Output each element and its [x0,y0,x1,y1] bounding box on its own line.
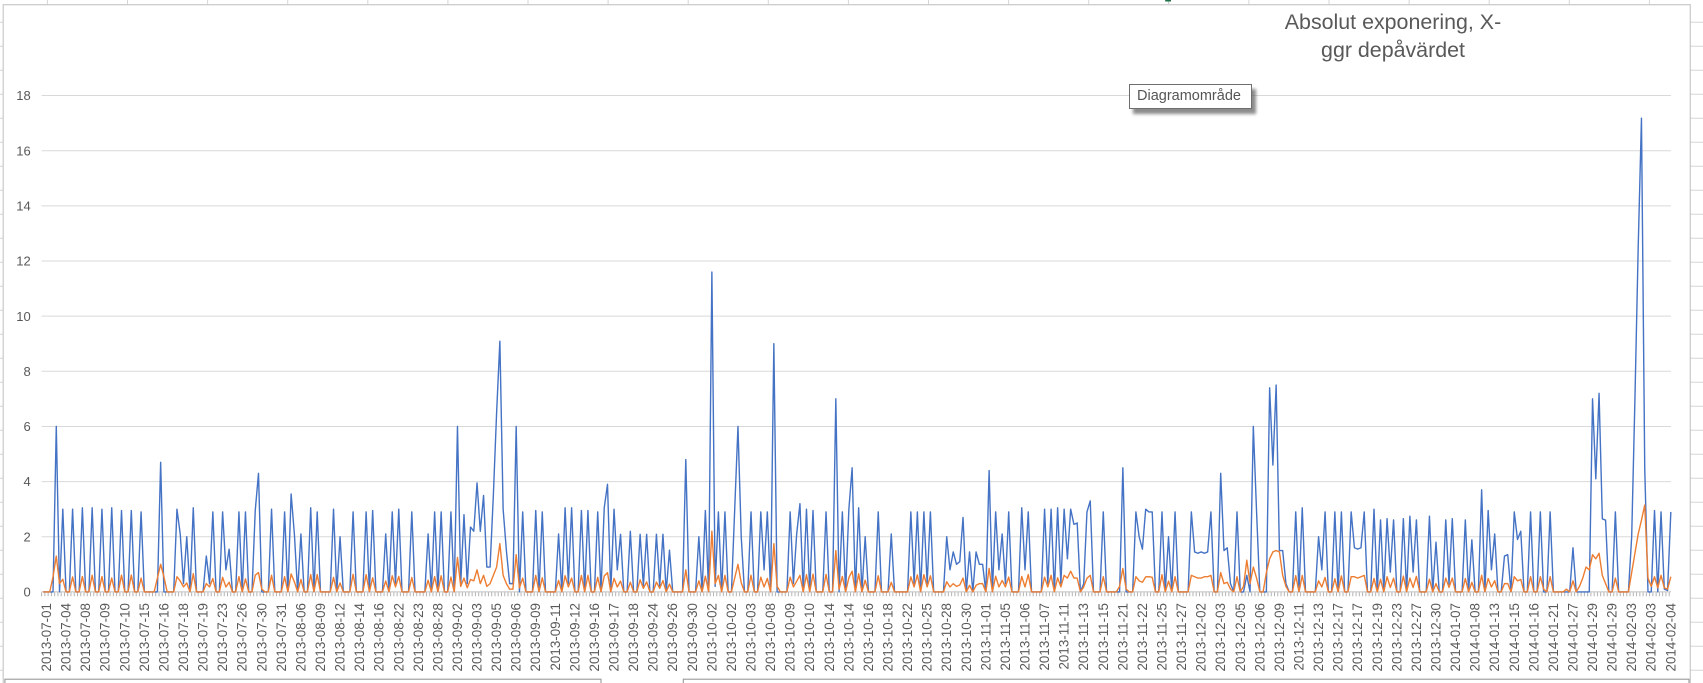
svg-text:2013-12-06: 2013-12-06 [1252,603,1267,672]
svg-text:2013-09-06: 2013-09-06 [509,603,524,672]
svg-text:2013-12-27: 2013-12-27 [1409,603,1424,672]
svg-text:2013-10-02: 2013-10-02 [704,603,719,672]
svg-text:0: 0 [23,585,30,600]
svg-text:2014-02-03: 2014-02-03 [1644,603,1659,672]
svg-text:2014-01-13: 2014-01-13 [1487,603,1502,672]
svg-text:16: 16 [16,143,30,158]
svg-text:2014-01-08: 2014-01-08 [1468,603,1483,672]
svg-text:2013-11-07: 2013-11-07 [1037,603,1052,671]
svg-text:2013-07-09: 2013-07-09 [98,603,113,672]
svg-text:2013-12-09: 2013-12-09 [1272,603,1287,672]
svg-text:6: 6 [23,419,30,434]
svg-text:2013-11-27: 2013-11-27 [1174,603,1189,671]
svg-text:2013-07-16: 2013-07-16 [156,603,171,672]
svg-text:2013-09-26: 2013-09-26 [665,603,680,672]
svg-text:2013-07-26: 2013-07-26 [235,603,250,672]
svg-text:2013-09-03: 2013-09-03 [470,603,485,672]
svg-text:2013-07-08: 2013-07-08 [78,603,93,672]
svg-text:2013-11-22: 2013-11-22 [1135,603,1150,671]
svg-text:2013-12-11: 2013-12-11 [1292,603,1307,671]
svg-text:2013-09-24: 2013-09-24 [646,602,661,671]
svg-text:2: 2 [23,529,30,544]
svg-text:2013-08-28: 2013-08-28 [430,603,445,672]
svg-text:2013-09-05: 2013-09-05 [489,603,504,672]
svg-text:10: 10 [16,309,30,324]
svg-text:2013-11-01: 2013-11-01 [978,603,993,671]
svg-text:2013-10-02: 2013-10-02 [724,603,739,672]
svg-text:2014-01-16: 2014-01-16 [1526,603,1541,672]
svg-text:2013-10-16: 2013-10-16 [861,603,876,672]
svg-text:2013-08-06: 2013-08-06 [293,603,308,672]
svg-text:2013-09-09: 2013-09-09 [528,603,543,672]
svg-text:2013-10-28: 2013-10-28 [939,603,954,672]
svg-text:2013-09-16: 2013-09-16 [587,603,602,672]
svg-text:2013-11-21: 2013-11-21 [1115,603,1130,671]
svg-text:2013-12-05: 2013-12-05 [1233,603,1248,672]
svg-text:2013-10-08: 2013-10-08 [763,603,778,672]
svg-text:2013-07-04: 2013-07-04 [59,602,74,671]
svg-text:2013-07-15: 2013-07-15 [137,603,152,672]
svg-text:2013-09-02: 2013-09-02 [450,603,465,672]
svg-text:2014-01-21: 2014-01-21 [1546,603,1561,672]
svg-text:2013-08-16: 2013-08-16 [372,603,387,672]
svg-text:18: 18 [16,88,30,103]
svg-text:2014-01-07: 2014-01-07 [1448,603,1463,672]
svg-text:8: 8 [23,364,30,379]
svg-text:2013-09-17: 2013-09-17 [607,603,622,672]
svg-text:2013-07-01: 2013-07-01 [39,603,54,672]
svg-text:2013-10-22: 2013-10-22 [900,603,915,672]
svg-text:2013-07-31: 2013-07-31 [274,603,289,672]
svg-text:2013-07-23: 2013-07-23 [215,603,230,672]
svg-text:2013-07-30: 2013-07-30 [254,603,269,672]
svg-text:2013-10-18: 2013-10-18 [881,603,896,672]
svg-text:2013-07-19: 2013-07-19 [196,603,211,672]
svg-text:2013-08-23: 2013-08-23 [411,603,426,672]
svg-text:2013-11-15: 2013-11-15 [1096,603,1111,671]
svg-text:2014-01-27: 2014-01-27 [1566,603,1581,672]
svg-text:2013-11-13: 2013-11-13 [1076,603,1091,671]
svg-text:12: 12 [16,254,30,269]
svg-text:2013-12-02: 2013-12-02 [1194,603,1209,672]
svg-text:2013-08-12: 2013-08-12 [333,603,348,672]
svg-text:2013-09-12: 2013-09-12 [567,603,582,672]
svg-text:2014-01-29: 2014-01-29 [1585,603,1600,672]
svg-text:2013-12-13: 2013-12-13 [1311,603,1326,672]
svg-text:2014-01-15: 2014-01-15 [1507,603,1522,672]
svg-text:2013-08-14: 2013-08-14 [352,602,367,671]
svg-text:2013-08-09: 2013-08-09 [313,603,328,672]
svg-text:2013-08-22: 2013-08-22 [391,603,406,672]
svg-text:2013-12-17: 2013-12-17 [1331,603,1346,672]
svg-text:2014-01-29: 2014-01-29 [1605,603,1620,672]
svg-text:2013-11-11: 2013-11-11 [1057,603,1072,670]
svg-text:4: 4 [23,474,30,489]
svg-text:2013-10-30: 2013-10-30 [959,603,974,672]
svg-text:2013-12-23: 2013-12-23 [1389,603,1404,672]
svg-text:2013-10-10: 2013-10-10 [802,603,817,672]
svg-text:2013-12-30: 2013-12-30 [1429,603,1444,672]
svg-text:2013-09-11: 2013-09-11 [548,603,563,671]
svg-text:2013-11-05: 2013-11-05 [998,603,1013,671]
svg-text:2013-10-25: 2013-10-25 [920,603,935,672]
svg-text:2013-10-09: 2013-10-09 [783,603,798,672]
svg-text:2013-09-18: 2013-09-18 [626,603,641,672]
svg-text:2013-07-18: 2013-07-18 [176,603,191,672]
svg-text:2013-10-14: 2013-10-14 [841,602,856,671]
svg-text:2013-10-14: 2013-10-14 [822,602,837,671]
svg-text:2013-12-03: 2013-12-03 [1213,603,1228,672]
svg-text:14: 14 [16,198,30,213]
svg-text:2013-07-10: 2013-07-10 [117,603,132,672]
svg-text:2013-12-17: 2013-12-17 [1350,603,1365,672]
svg-text:2013-11-25: 2013-11-25 [1155,603,1170,671]
svg-text:2014-02-03: 2014-02-03 [1624,603,1639,672]
svg-text:2013-11-06: 2013-11-06 [1018,603,1033,671]
svg-text:2013-09-30: 2013-09-30 [685,603,700,672]
svg-text:2013-10-03: 2013-10-03 [744,603,759,672]
svg-text:2013-12-19: 2013-12-19 [1370,603,1385,672]
svg-text:2014-02-04: 2014-02-04 [1663,602,1678,671]
